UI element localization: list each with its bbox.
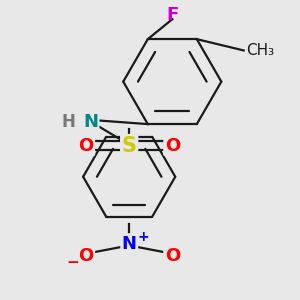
Text: O: O: [165, 247, 180, 265]
Text: N: N: [122, 235, 137, 253]
Text: −: −: [66, 255, 79, 270]
Text: CH₃: CH₃: [247, 43, 275, 58]
Text: F: F: [166, 6, 178, 24]
Text: O: O: [79, 136, 94, 154]
Text: O: O: [79, 247, 94, 265]
Text: S: S: [122, 136, 137, 155]
Text: O: O: [165, 136, 180, 154]
Text: +: +: [138, 230, 149, 244]
Text: N: N: [83, 113, 98, 131]
Text: H: H: [61, 113, 75, 131]
